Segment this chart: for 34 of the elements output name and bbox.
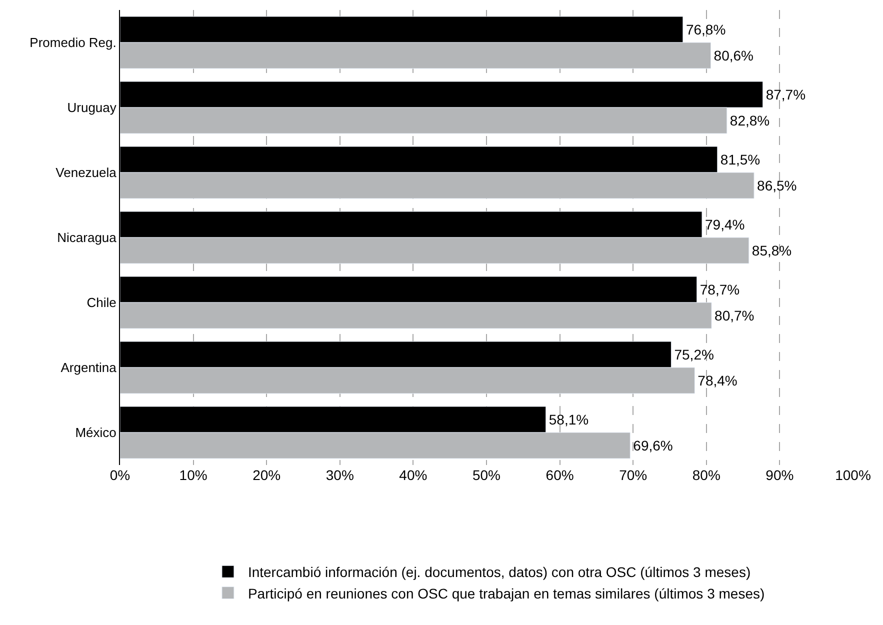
x-tick-label: 80% xyxy=(692,467,720,483)
x-tick-label: 0% xyxy=(110,467,130,483)
legend-label: Intercambió información (ej. documentos, datos) con otra OSC (últimos 3 meses) xyxy=(248,564,751,580)
x-tick-label: 50% xyxy=(472,467,501,483)
y-tick-label: Promedio Reg. xyxy=(30,35,116,50)
x-tick-label: 40% xyxy=(399,467,428,483)
x-tick-label: 30% xyxy=(326,467,354,483)
data-label: 69,6% xyxy=(633,438,673,454)
data-label: 58,1% xyxy=(548,412,589,428)
x-tick-label: 100% xyxy=(835,467,871,483)
data-label: 81,5% xyxy=(720,152,760,168)
y-tick-label: México xyxy=(75,425,116,440)
legend-label: Participó en reuniones con OSC que trabajan en temas similares (últimos 3 meses) xyxy=(248,585,765,602)
data-label: 75,2% xyxy=(674,346,714,362)
y-tick-label: Uruguay xyxy=(67,100,117,116)
y-tick-label: Argentina xyxy=(60,360,118,376)
y-tick-label: Chile xyxy=(86,295,116,310)
y-tick-label: Nicaragua xyxy=(57,230,118,246)
x-tick-label: 20% xyxy=(252,467,281,483)
data-label: 80,7% xyxy=(714,308,754,324)
data-label: 86,5% xyxy=(757,178,797,194)
data-label: 85,8% xyxy=(752,242,792,258)
data-label: 78,4% xyxy=(698,372,738,388)
data-label: 87,7% xyxy=(766,86,806,102)
data-label: 82,8% xyxy=(730,112,770,128)
data-label: 79,4% xyxy=(705,216,745,232)
data-label: 76,8% xyxy=(686,22,726,38)
x-tick-label: 70% xyxy=(619,467,648,483)
y-tick-label: Venezuela xyxy=(56,165,118,180)
data-label: 80,6% xyxy=(714,48,754,64)
x-tick-label: 60% xyxy=(546,467,574,483)
x-tick-label: 10% xyxy=(179,467,208,483)
data-label: 78,7% xyxy=(700,282,740,298)
x-tick-label: 90% xyxy=(766,467,794,483)
